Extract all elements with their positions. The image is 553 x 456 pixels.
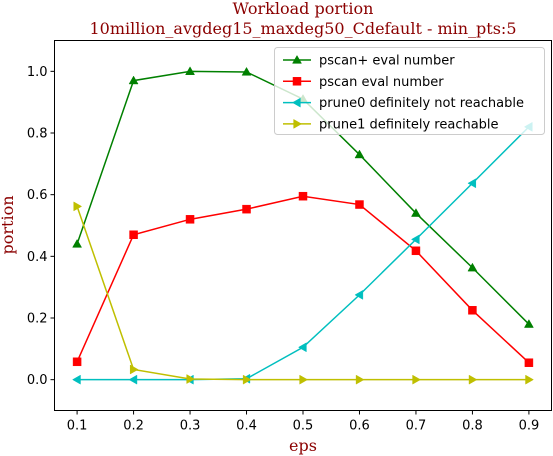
data-point	[73, 201, 83, 212]
series-4	[73, 201, 534, 385]
data-point	[412, 374, 421, 385]
legend-label: pscan+ eval number	[319, 54, 455, 69]
chart-title: Workload portion	[233, 0, 374, 18]
data-point	[299, 374, 309, 385]
series-line	[76, 195, 530, 364]
x-tick-label: 0.6	[349, 419, 370, 434]
y-tick-label: 0.8	[27, 127, 48, 142]
axis-ticks: 0.1 0.2 0.3 0.4 0.5 0.6 0.7 0.8 0.9 0.0 0.2 0.4 0.6 0…	[27, 65, 539, 434]
y-tick-label: 0.0	[27, 373, 48, 388]
data-point	[354, 149, 365, 159]
legend-entry: prune1 definitely reachable	[283, 117, 499, 132]
data-point	[410, 234, 420, 245]
data-point	[467, 178, 477, 189]
x-tick-label: 0.9	[519, 419, 540, 434]
data-point	[72, 357, 82, 367]
legend-label: pscan eval number	[319, 75, 444, 90]
data-point	[72, 238, 83, 248]
legend-marker	[292, 77, 302, 86]
legend-label: prune1 definitely reachable	[319, 117, 499, 132]
data-point	[241, 66, 252, 76]
data-point	[186, 374, 196, 384]
data-point	[523, 319, 534, 328]
legend-marker	[292, 54, 302, 64]
data-point	[355, 374, 365, 385]
data-point	[242, 204, 251, 214]
legend-box	[274, 47, 545, 135]
y-tick-label: 0.4	[27, 250, 48, 265]
legend-marker	[291, 97, 301, 108]
data-point	[128, 75, 139, 85]
data-point	[355, 200, 364, 209]
x-tick-label: 0.5	[293, 419, 314, 434]
data-point	[129, 364, 139, 375]
legend-label: prune0 definitely not reachable	[319, 96, 524, 111]
data-point	[72, 374, 81, 385]
plot-area	[72, 66, 534, 385]
y-tick-label: 0.6	[27, 188, 48, 203]
x-tick-label: 0.1	[67, 419, 88, 434]
x-tick-label: 0.7	[406, 419, 427, 434]
series-3	[72, 121, 533, 385]
data-point	[297, 342, 307, 353]
data-point	[468, 306, 477, 315]
series-line	[77, 126, 530, 381]
x-tick-label: 0.3	[180, 419, 201, 434]
legend-marker	[293, 118, 303, 129]
legend-entry: pscan eval number	[283, 75, 444, 90]
y-tick-label: 0.2	[27, 312, 48, 327]
y-axis-label: portion	[0, 195, 17, 254]
data-point	[354, 289, 364, 300]
legend: pscan+ eval number pscan eval number prune…	[274, 47, 545, 135]
data-point	[411, 208, 421, 217]
data-point	[242, 374, 252, 385]
legend-entry: prune0 definitely not reachable	[283, 96, 524, 111]
data-point	[185, 215, 195, 224]
data-point	[411, 246, 421, 256]
data-point	[467, 262, 478, 272]
data-point	[525, 374, 534, 385]
data-point	[129, 230, 138, 239]
x-tick-label: 0.8	[462, 419, 483, 434]
data-point	[524, 358, 534, 367]
data-point	[128, 374, 138, 385]
data-point	[185, 66, 195, 75]
legend-entry: pscan+ eval number	[283, 54, 455, 69]
series-2	[72, 191, 534, 367]
x-axis-label: eps	[289, 436, 317, 455]
chart-subtitle: 10million_avgdeg15_maxdeg50_Cdefault - m…	[89, 19, 516, 38]
y-tick-label: 1.0	[27, 65, 48, 80]
data-point	[468, 374, 478, 385]
x-tick-label: 0.4	[236, 419, 257, 434]
data-point	[298, 191, 308, 201]
x-tick-label: 0.2	[123, 419, 144, 434]
